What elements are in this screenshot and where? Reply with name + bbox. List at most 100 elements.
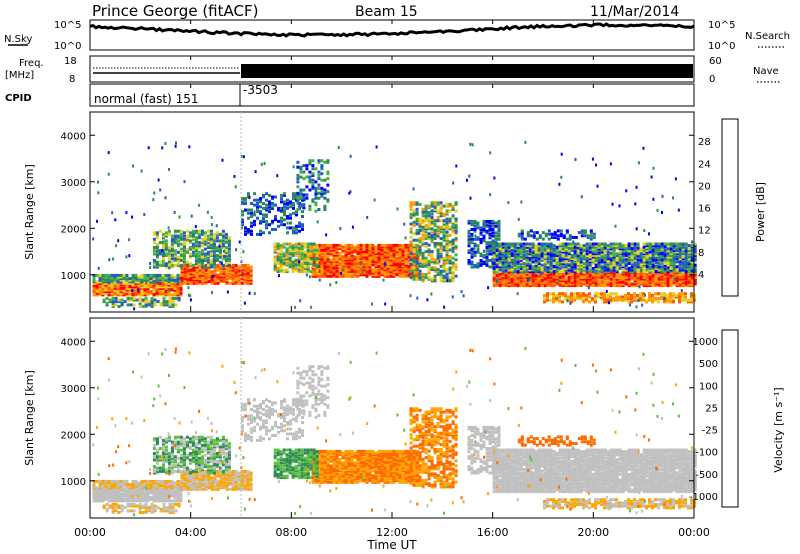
power-cell [582, 263, 586, 267]
power-cell [560, 175, 563, 179]
power-cell [356, 252, 360, 255]
power-cell [651, 260, 655, 264]
power-cell [618, 252, 622, 256]
power-cell [504, 276, 508, 279]
power-cell [597, 249, 601, 252]
power-cell [681, 274, 685, 278]
power-cell [225, 280, 229, 284]
power-cell [283, 200, 286, 204]
power-cell [311, 269, 315, 273]
power-cell [666, 295, 669, 299]
power-cell [140, 273, 144, 277]
power-cell [332, 269, 336, 273]
power-cell [216, 268, 220, 272]
velocity-cell [98, 492, 102, 496]
power-cell [289, 226, 292, 230]
power-cell [549, 260, 553, 264]
power-cell [167, 257, 171, 261]
power-cell [603, 297, 606, 301]
velocity-cell [152, 491, 156, 495]
power-cell [678, 277, 682, 281]
power-cell [140, 293, 144, 297]
power-cell [356, 255, 360, 259]
power-cell [570, 274, 574, 278]
power-scale-frame [721, 118, 739, 297]
power-cell [549, 257, 553, 261]
power-cell [176, 286, 180, 290]
power-cell [320, 265, 324, 268]
power-cell [654, 284, 658, 288]
power-cell [180, 273, 184, 277]
power-cell [516, 274, 520, 278]
power-cell [654, 268, 658, 272]
power-cell [603, 282, 607, 286]
power-cell [308, 180, 312, 184]
power-cell [234, 185, 237, 189]
power-cell [241, 219, 244, 223]
power-cell [579, 253, 583, 257]
power-cell [572, 240, 575, 244]
power-cell [383, 245, 387, 249]
power-cell [660, 279, 664, 283]
power-cell [522, 276, 526, 279]
power-cell [282, 258, 286, 262]
power-cell [395, 269, 399, 273]
power-cell [207, 275, 211, 279]
power-cell [648, 262, 652, 265]
power-cell [131, 277, 135, 281]
velocity-cell [155, 489, 159, 493]
power-cell [161, 239, 165, 243]
power-cell [421, 276, 425, 280]
power-cell [153, 301, 157, 305]
power-cell [630, 297, 633, 301]
power-cell [600, 252, 604, 256]
power-cell [687, 244, 691, 248]
power-cell [347, 243, 351, 247]
power-cell [155, 291, 159, 295]
power-cell [678, 244, 682, 248]
power-cell [519, 279, 523, 283]
power-cell [549, 274, 553, 278]
power-cell [306, 250, 310, 254]
power-cell [146, 277, 150, 281]
power-cell [194, 259, 198, 262]
power-cell [596, 184, 599, 188]
power-cell [588, 247, 592, 251]
power-cell [240, 263, 244, 267]
power-cell [654, 266, 658, 270]
power-cell [501, 245, 505, 249]
power-cell [531, 260, 535, 264]
power-cell [570, 279, 574, 283]
power-cell [561, 244, 565, 248]
power-cell [356, 269, 360, 273]
power-cell [427, 263, 431, 267]
power-cell [430, 292, 433, 296]
power-cell [525, 260, 529, 264]
power-cell [498, 276, 502, 279]
power-cell [116, 290, 120, 294]
power-cell [633, 252, 637, 256]
power-cell [681, 242, 685, 246]
power-cell [556, 234, 560, 238]
power-cell [510, 270, 514, 274]
power-cell [359, 243, 363, 247]
power-cell [359, 258, 363, 262]
power-cell [591, 280, 595, 284]
power-cell [407, 258, 411, 262]
power-cell [215, 224, 218, 228]
power-cell [426, 298, 429, 302]
power-cell [421, 274, 425, 278]
power-cell [213, 270, 217, 274]
power-cell [253, 223, 256, 227]
power-cell [418, 272, 422, 276]
power-cell [448, 243, 452, 247]
power-cell [534, 284, 538, 288]
power-cell [436, 255, 440, 258]
power-cell [131, 293, 135, 297]
velocity-cell [125, 492, 129, 496]
velocity-cell [155, 497, 159, 501]
power-cell [204, 270, 208, 274]
power-cell [513, 242, 517, 246]
power-cell [344, 255, 348, 259]
power-cell [301, 215, 304, 218]
